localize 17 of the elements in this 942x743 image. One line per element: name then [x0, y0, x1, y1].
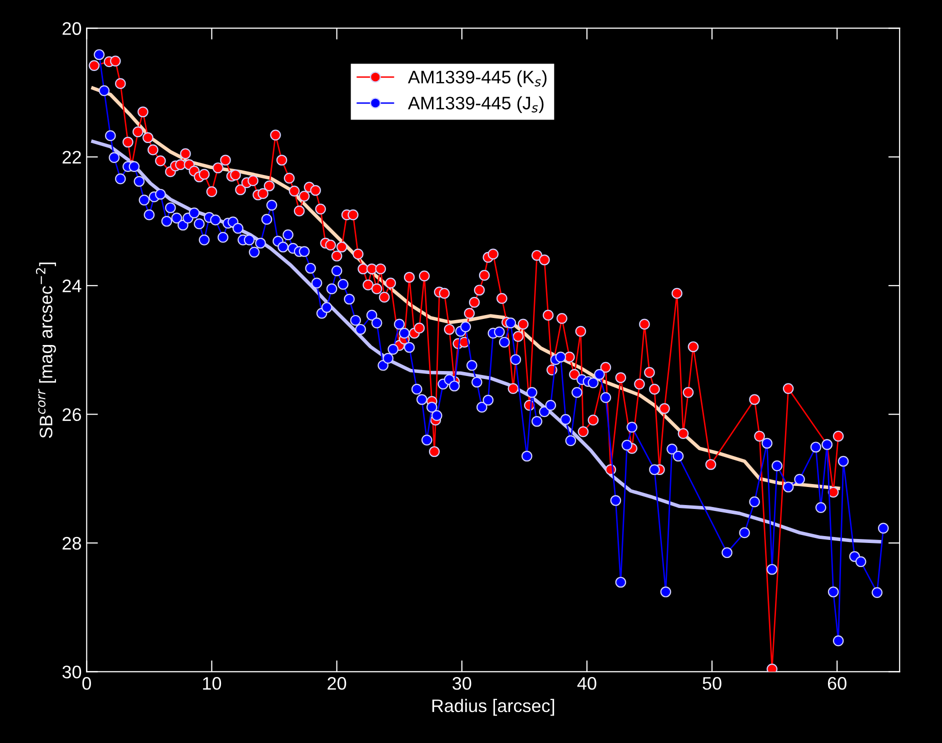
- legend-label: AM1339-445 (K$_{s}$): [408, 70, 546, 88]
- y-axis-title: SB$^{corr}$ [mag arcsec$^{−2}$]: [36, 262, 56, 438]
- y-tick-label: 24: [62, 280, 82, 292]
- x-tick-label: 10: [203, 677, 222, 690]
- x-tick-label: 30: [452, 677, 472, 690]
- x-tick-label: 20: [328, 677, 346, 690]
- y-tick-label: 28: [62, 536, 82, 550]
- x-tick-label: 0: [82, 677, 91, 690]
- x-tick-label: 60: [828, 677, 846, 690]
- y-tick-label: 26: [62, 408, 82, 422]
- x-tick-label: 50: [702, 677, 722, 690]
- x-axis-title: Radius [arcsec]: [432, 698, 554, 716]
- x-tick-label: 40: [577, 677, 596, 690]
- y-tick-label: 20: [62, 22, 82, 35]
- y-tick-label: 22: [62, 150, 81, 164]
- legend-label: AM1339-445 (J$_{s}$): [408, 96, 544, 114]
- y-tick-label: 30: [62, 666, 82, 678]
